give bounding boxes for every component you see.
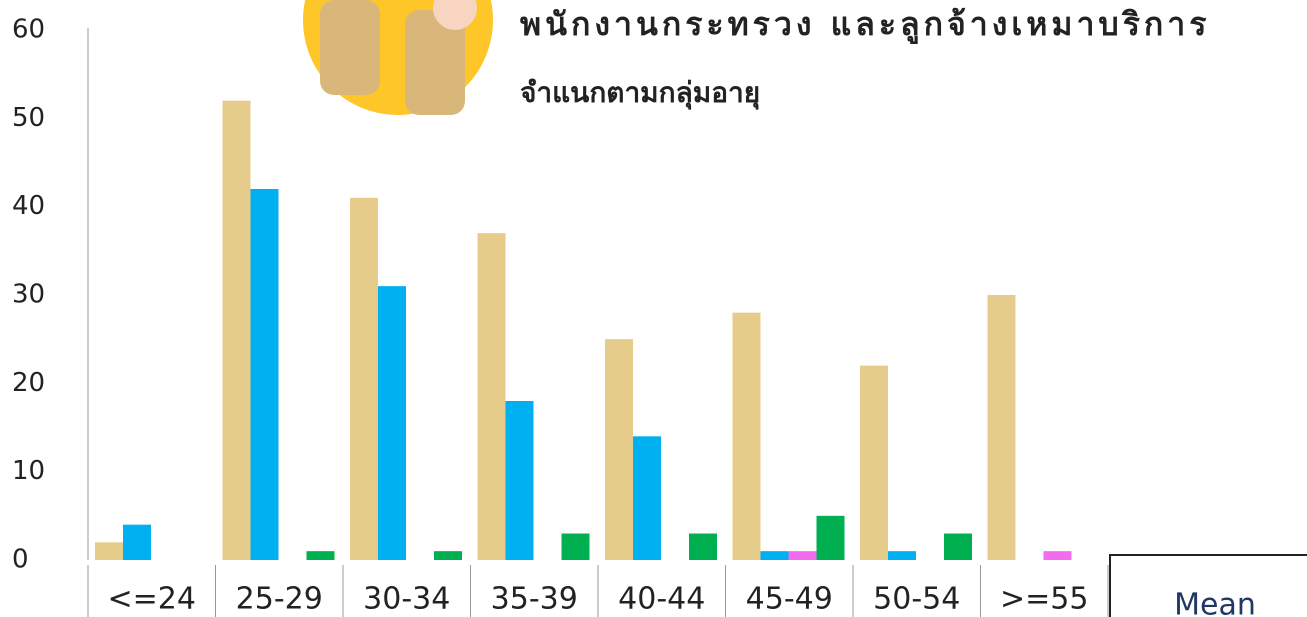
bar (477, 233, 506, 560)
bar (788, 551, 817, 560)
bar (306, 551, 335, 560)
bar (944, 533, 972, 560)
bar (95, 542, 123, 560)
y-tick-label: 0 (12, 545, 29, 575)
bar (816, 515, 845, 560)
y-tick-label: 40 (12, 191, 45, 221)
y-tick-label: 30 (12, 280, 45, 310)
x-tick-label: 35-39 (491, 582, 578, 617)
bar (888, 551, 916, 560)
y-tick-label: 50 (12, 103, 45, 133)
y-tick-label: 10 (12, 456, 45, 486)
bar (378, 286, 406, 560)
x-tick-label: >=55 (1000, 582, 1088, 617)
y-tick-label: 60 (12, 15, 45, 45)
bar (434, 551, 462, 560)
chart-subtitle: จำแนกตามกลุ่มอายุ (520, 76, 760, 110)
mean-box (1109, 554, 1307, 617)
bar (732, 312, 761, 560)
mean-label: Mean (1174, 588, 1256, 617)
chart-title: พนักงานกระทรวง และลูกจ้างเหมาบริการ (520, 5, 1210, 45)
x-tick-label: 30-34 (363, 582, 450, 617)
bar (250, 189, 279, 560)
bar (633, 436, 661, 560)
bar (1043, 551, 1072, 560)
x-tick-label: 45-49 (746, 582, 833, 617)
bar (222, 100, 251, 561)
bar (987, 295, 1016, 560)
bar (605, 339, 633, 560)
bar (350, 197, 378, 561)
bar (860, 365, 888, 560)
x-tick-label: 50-54 (873, 582, 960, 617)
x-tick-label: <=24 (108, 582, 196, 617)
x-tick-label: 25-29 (236, 582, 323, 617)
mascot-icon (303, 0, 493, 115)
bar (505, 401, 534, 560)
bar (689, 533, 717, 560)
bar (760, 551, 789, 560)
bar (561, 533, 590, 560)
bar (123, 524, 151, 560)
y-tick-label: 20 (12, 368, 45, 398)
x-tick-label: 40-44 (618, 582, 705, 617)
